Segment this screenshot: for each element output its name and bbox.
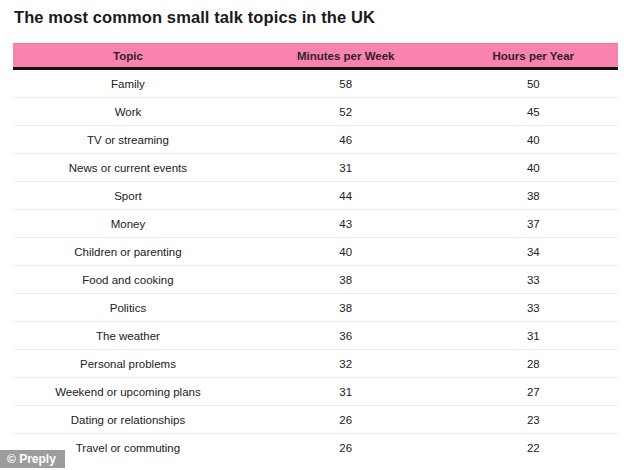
hours-per-year-cell: 27 xyxy=(449,378,618,406)
topic-cell: Politics xyxy=(13,294,243,322)
table-row: Work5245 xyxy=(13,98,618,126)
table-row: The weather3631 xyxy=(13,322,618,350)
minutes-per-week-cell: 40 xyxy=(243,238,449,266)
hours-per-year-cell: 22 xyxy=(449,434,618,462)
topic-cell: Food and cooking xyxy=(13,266,243,294)
table-row: Food and cooking3833 xyxy=(13,266,618,294)
minutes-per-week-cell: 58 xyxy=(243,69,449,98)
minutes-per-week-cell: 26 xyxy=(243,406,449,434)
table-row: Sport4438 xyxy=(13,182,618,210)
source-credit-badge: © Preply xyxy=(0,450,65,468)
table-row: Personal problems3228 xyxy=(13,350,618,378)
column-header-hours-per-year: Hours per Year xyxy=(449,44,618,69)
table-row: Weekend or upcoming plans3127 xyxy=(13,378,618,406)
topic-cell: The weather xyxy=(13,322,243,350)
topic-cell: Children or parenting xyxy=(13,238,243,266)
minutes-per-week-cell: 26 xyxy=(243,434,449,462)
minutes-per-week-cell: 31 xyxy=(243,378,449,406)
hours-per-year-cell: 37 xyxy=(449,210,618,238)
column-header-topic: Topic xyxy=(13,44,243,69)
minutes-per-week-cell: 38 xyxy=(243,266,449,294)
minutes-per-week-cell: 46 xyxy=(243,126,449,154)
hours-per-year-cell: 50 xyxy=(449,69,618,98)
hours-per-year-cell: 40 xyxy=(449,126,618,154)
hours-per-year-cell: 40 xyxy=(449,154,618,182)
minutes-per-week-cell: 43 xyxy=(243,210,449,238)
topic-cell: Family xyxy=(13,69,243,98)
table-row: News or current events3140 xyxy=(13,154,618,182)
table-row: Family5850 xyxy=(13,69,618,98)
table-row: Money4337 xyxy=(13,210,618,238)
hours-per-year-cell: 45 xyxy=(449,98,618,126)
topic-cell: Money xyxy=(13,210,243,238)
minutes-per-week-cell: 36 xyxy=(243,322,449,350)
topic-cell: TV or streaming xyxy=(13,126,243,154)
hours-per-year-cell: 28 xyxy=(449,350,618,378)
minutes-per-week-cell: 44 xyxy=(243,182,449,210)
topic-cell: Dating or relationships xyxy=(13,406,243,434)
table-row: TV or streaming4640 xyxy=(13,126,618,154)
table-row: Children or parenting4034 xyxy=(13,238,618,266)
minutes-per-week-cell: 52 xyxy=(243,98,449,126)
hours-per-year-cell: 23 xyxy=(449,406,618,434)
hours-per-year-cell: 34 xyxy=(449,238,618,266)
table-row: Travel or commuting2622 xyxy=(13,434,618,462)
hours-per-year-cell: 33 xyxy=(449,266,618,294)
topic-cell: Personal problems xyxy=(13,350,243,378)
small-talk-infographic: The most common small talk topics in the… xyxy=(0,0,634,470)
minutes-per-week-cell: 38 xyxy=(243,294,449,322)
table-row: Politics3833 xyxy=(13,294,618,322)
small-talk-table: Topic Minutes per Week Hours per Year Fa… xyxy=(13,43,618,461)
topic-cell: Work xyxy=(13,98,243,126)
table-header-row: Topic Minutes per Week Hours per Year xyxy=(13,44,618,69)
minutes-per-week-cell: 32 xyxy=(243,350,449,378)
page-title: The most common small talk topics in the… xyxy=(14,8,375,27)
hours-per-year-cell: 31 xyxy=(449,322,618,350)
table-body: Family5850Work5245TV or streaming4640New… xyxy=(13,69,618,462)
hours-per-year-cell: 38 xyxy=(449,182,618,210)
topic-cell: Weekend or upcoming plans xyxy=(13,378,243,406)
hours-per-year-cell: 33 xyxy=(449,294,618,322)
minutes-per-week-cell: 31 xyxy=(243,154,449,182)
topic-cell: Sport xyxy=(13,182,243,210)
table-row: Dating or relationships2623 xyxy=(13,406,618,434)
topic-cell: News or current events xyxy=(13,154,243,182)
column-header-minutes-per-week: Minutes per Week xyxy=(243,44,449,69)
